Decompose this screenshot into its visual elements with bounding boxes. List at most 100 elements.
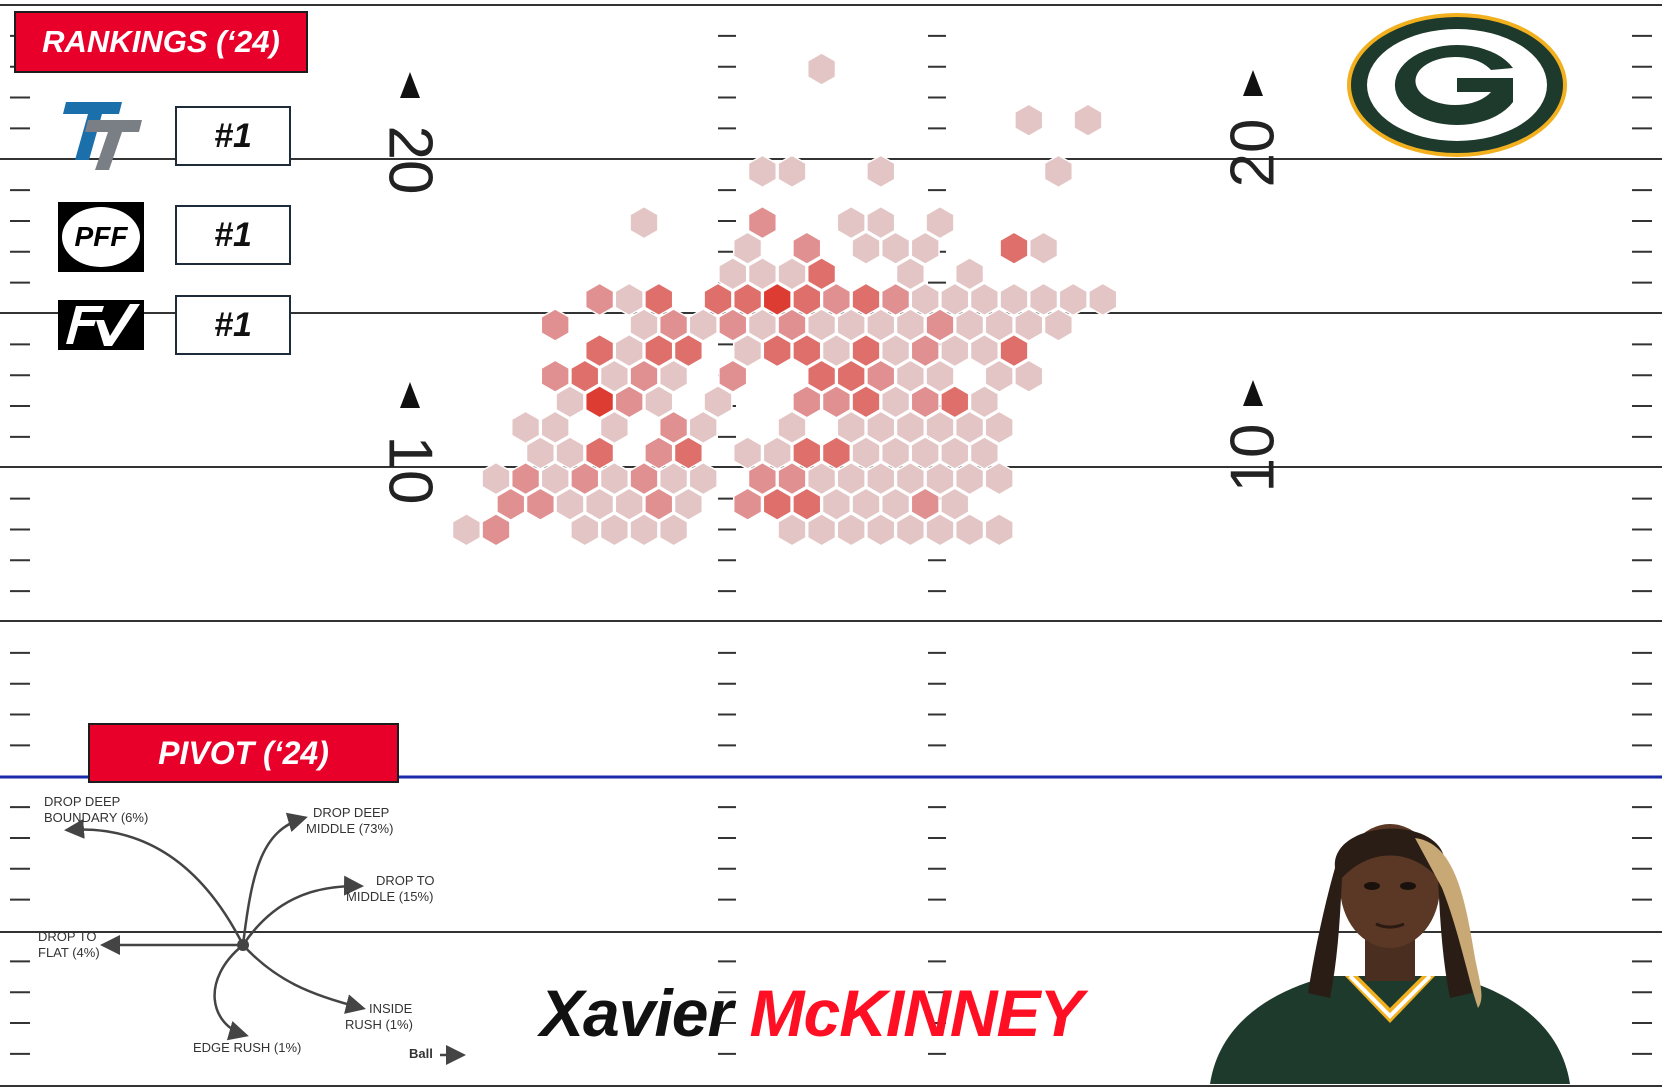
- player-last-name: McKINNEY: [749, 976, 1084, 1050]
- hex-cell: [673, 487, 704, 522]
- hexbin-heatmap: [451, 52, 1118, 547]
- hex-cell: [658, 308, 689, 342]
- hex-cell: [762, 436, 792, 470]
- hex-cell: [836, 205, 866, 240]
- hex-cell: [540, 461, 570, 496]
- hex-cell: [910, 231, 940, 266]
- hex-cell: [614, 487, 644, 522]
- rank-box-tt: #1: [175, 106, 291, 166]
- hex-cell: [451, 512, 482, 547]
- fv-logo-icon: [58, 300, 144, 350]
- hex-cell: [821, 282, 852, 317]
- hex-cell: [658, 461, 689, 496]
- hex-cell: [806, 256, 837, 291]
- hex-cell: [540, 308, 570, 342]
- hex-cell: [644, 384, 674, 419]
- hex-cell: [792, 436, 822, 470]
- hex-cell: [880, 384, 911, 419]
- hex-cell: [688, 410, 718, 445]
- pivot-diagram: DROP DEEP BOUNDARY (6%) DROP DEEP MIDDLE…: [38, 794, 466, 1065]
- hex-cell: [821, 436, 852, 470]
- hex-cell: [999, 333, 1029, 368]
- hex-cell: [481, 512, 511, 547]
- pivot-arrow-drop-deep-middle: [241, 812, 308, 946]
- pivot-arrow-edge-rush: [213, 944, 249, 1041]
- hex-cell: [806, 461, 837, 496]
- hex-cell: [540, 359, 570, 394]
- hex-cell: [792, 487, 822, 522]
- hex-cell: [629, 359, 659, 394]
- svg-text:PFF: PFF: [75, 221, 129, 252]
- hex-cell: [599, 410, 630, 445]
- hex-cell: [747, 256, 778, 291]
- hex-cell: [703, 282, 733, 317]
- rankings-title: RANKINGS (‘24): [14, 11, 308, 73]
- hex-cell: [821, 487, 852, 522]
- hex-cell: [540, 410, 570, 445]
- hex-cell: [984, 410, 1014, 445]
- arrow-up-icon: [400, 72, 420, 98]
- hex-cell: [629, 512, 659, 547]
- hex-cell: [570, 359, 600, 394]
- hex-cell: [940, 436, 970, 470]
- hex-cell: [762, 282, 792, 317]
- hex-cell: [954, 256, 985, 291]
- hex-cell: [880, 487, 911, 522]
- hex-cell: [895, 308, 926, 342]
- hex-cell: [880, 436, 911, 470]
- hex-cell: [954, 461, 985, 496]
- hex-cell: [836, 512, 866, 547]
- player-name: Xavier McKINNEY: [540, 975, 1140, 1051]
- hex-cell: [984, 308, 1014, 342]
- hex-cell: [806, 512, 837, 547]
- hex-cell: [584, 487, 615, 522]
- hex-cell: [718, 308, 748, 342]
- hex-cell: [614, 384, 644, 419]
- hex-cell: [851, 436, 881, 470]
- label-inside-rush-1: INSIDE: [369, 1001, 413, 1016]
- hex-cell: [895, 256, 926, 291]
- hex-cell: [866, 308, 896, 342]
- hex-cell: [481, 461, 511, 496]
- hex-cell: [910, 487, 940, 522]
- hex-cell: [910, 436, 940, 470]
- hex-cell: [821, 333, 852, 368]
- hex-cell: [792, 231, 822, 266]
- hex-cell: [851, 231, 881, 266]
- hex-cell: [762, 487, 792, 522]
- label-drop-deep-boundary-2: BOUNDARY (6%): [44, 810, 148, 825]
- pivot-origin-dot: [237, 939, 249, 951]
- hex-cell: [925, 205, 955, 240]
- hex-cell: [629, 461, 659, 496]
- hex-cell: [880, 282, 911, 317]
- hex-cell: [644, 333, 674, 368]
- hex-cell: [718, 359, 748, 394]
- hex-cell: [866, 461, 896, 496]
- hex-cell: [984, 359, 1014, 394]
- yard-numbers: 20 20 10 10: [376, 70, 1288, 504]
- hex-cell: [525, 436, 556, 470]
- hex-cell: [836, 410, 866, 445]
- arrow-up-icon: [1243, 380, 1263, 406]
- hex-cell: [747, 461, 778, 496]
- hex-cell: [925, 512, 955, 547]
- yard-number-10-left: 10: [376, 436, 445, 505]
- hex-cell: [954, 512, 985, 547]
- hex-cell: [629, 205, 659, 240]
- hex-cell: [895, 461, 926, 496]
- hex-cell: [866, 512, 896, 547]
- hex-cell: [866, 154, 896, 189]
- hex-cell: [777, 461, 807, 496]
- hex-cell: [658, 512, 689, 547]
- hex-cell: [644, 436, 674, 470]
- hex-cell: [599, 512, 630, 547]
- hex-cell: [555, 487, 585, 522]
- hex-cell: [510, 410, 541, 445]
- hex-cell: [910, 333, 940, 368]
- hex-cell: [836, 461, 866, 496]
- hex-cell: [762, 333, 792, 368]
- hex-cell: [555, 436, 585, 470]
- hex-cell: [954, 410, 985, 445]
- hex-cell: [999, 282, 1029, 317]
- label-edge-rush: EDGE RUSH (1%): [193, 1040, 301, 1055]
